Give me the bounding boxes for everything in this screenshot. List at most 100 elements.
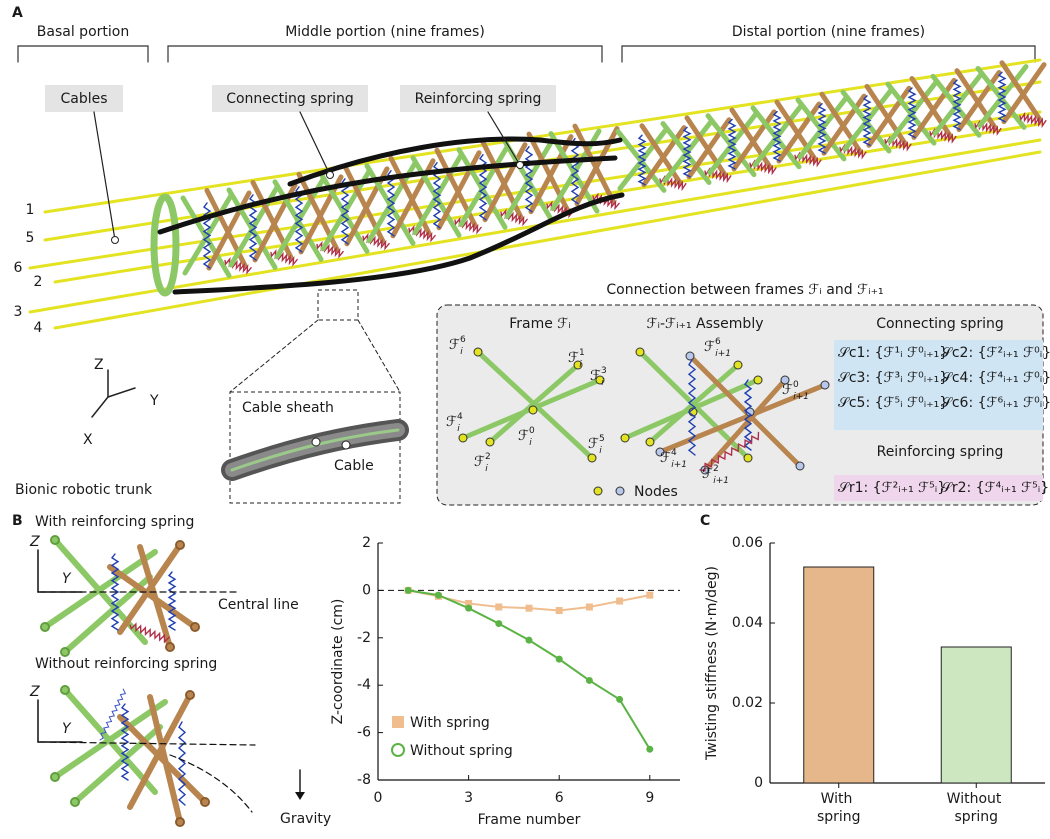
symbol: ℱ <box>568 350 579 366</box>
stroke-shape <box>300 112 330 175</box>
cable-number: 4 <box>34 320 43 336</box>
page: { "figure": { "panel_labels": ["A", "B",… <box>0 0 1050 835</box>
symbol: ℱ <box>660 450 671 466</box>
portion-label: Distal portion (nine frames) <box>732 24 925 40</box>
node <box>588 454 596 462</box>
point <box>586 677 593 684</box>
annotation: Gravity <box>280 811 331 827</box>
cable-number: 3 <box>14 304 23 320</box>
spring-def: 𝒮r1: {ℱ²ᵢ₊₁ ℱ⁵ᵢ} <box>838 480 946 496</box>
superscript: 0 <box>529 426 535 436</box>
point <box>526 637 533 644</box>
node <box>796 462 804 470</box>
point <box>616 598 623 605</box>
superscript: 4 <box>457 412 463 422</box>
node <box>459 434 467 442</box>
node <box>474 348 482 356</box>
point <box>405 587 412 594</box>
spring-def: 𝒮c3: {ℱ³ᵢ ℱ⁰ᵢ₊₁} <box>838 370 948 386</box>
cable-number: 5 <box>26 230 35 246</box>
legend-label: Without spring <box>410 743 513 759</box>
y-axis-label: Z-coordinate (cm) <box>330 599 346 725</box>
spring-def: 𝒮c4: {ℱ⁴ᵢ₊₁ ℱ⁰ᵢ} <box>941 370 1050 386</box>
figure: ABCBasal portionMiddle portion (nine fra… <box>0 0 1050 835</box>
inset-label: Cable <box>334 458 374 474</box>
stroke-shape <box>92 397 108 417</box>
superscript: 2 <box>713 464 719 474</box>
node <box>821 381 829 389</box>
node <box>686 352 694 360</box>
superscript: 6 <box>715 337 721 347</box>
symbol: ℱ <box>518 428 529 444</box>
x-tick-label: 3 <box>464 790 473 806</box>
point <box>646 746 653 753</box>
annotation: Central line <box>218 597 299 613</box>
legend-label: With spring <box>410 715 490 731</box>
axis-letter: Z <box>94 357 104 373</box>
label-line: spring <box>817 809 861 825</box>
x-tick-label: 6 <box>555 790 564 806</box>
label-line: spring <box>954 809 998 825</box>
y-tick-label: 2 <box>362 535 371 551</box>
stroke-shape <box>230 320 318 392</box>
spring-def: 𝒮c5: {ℱ⁵ᵢ ℱ⁰ᵢ₊₁} <box>838 395 948 411</box>
node <box>529 406 537 414</box>
subscript: i+1 <box>793 392 809 402</box>
superscript: 6 <box>460 335 466 345</box>
spring-def: 𝒮c2: {ℱ²ᵢ₊₁ ℱ⁰ᵢ} <box>941 345 1050 361</box>
cable-number: 1 <box>26 202 35 218</box>
callout-dot <box>517 162 524 169</box>
legend-label: Nodes <box>634 484 678 500</box>
x-tick-label: 9 <box>645 790 654 806</box>
inset-label: Cable sheath <box>242 400 334 416</box>
node <box>754 376 762 384</box>
bar <box>941 647 1011 783</box>
symbol: ℱ <box>588 436 599 452</box>
callout-dot <box>327 172 334 179</box>
spring <box>122 704 128 780</box>
point <box>586 603 593 610</box>
superscript: 3 <box>601 366 607 376</box>
symbol: ℱ <box>702 466 713 482</box>
node <box>486 438 494 446</box>
stroke-shape <box>94 112 115 240</box>
superscript: 1 <box>579 348 585 358</box>
node <box>734 361 742 369</box>
node <box>616 487 624 495</box>
subscript: i+1 <box>713 476 729 486</box>
x-tick-label: With spring <box>817 791 861 825</box>
cable-number: 2 <box>34 274 43 290</box>
label-line: With <box>821 791 857 807</box>
axis-letter: Z <box>29 534 40 550</box>
zoom-box <box>318 290 358 320</box>
superscript: 0 <box>793 380 799 390</box>
symbol: ℱ <box>782 382 793 398</box>
axis-letter: Y <box>149 393 159 409</box>
legend-marker <box>392 716 404 728</box>
spring-def: 𝒮c6: {ℱ⁶ᵢ₊₁ ℱ⁰ᵢ} <box>941 395 1050 411</box>
point <box>495 620 502 627</box>
connection-title: Connection between frames ℱᵢ and ℱᵢ₊₁ <box>606 282 883 298</box>
y-tick-label: 0 <box>362 582 371 598</box>
node <box>744 454 752 462</box>
callout-dot <box>112 237 119 244</box>
panel-label: A <box>12 5 23 21</box>
axis-letter: X <box>83 432 93 448</box>
node <box>636 348 644 356</box>
heading: ℱᵢ-ℱᵢ₊₁ Assembly <box>647 316 764 332</box>
cable-number: 6 <box>14 260 23 276</box>
y-tick-label: 0.06 <box>732 535 763 551</box>
marker <box>342 441 350 449</box>
superscript: 5 <box>599 434 605 444</box>
spring <box>179 722 185 805</box>
superscript: 4 <box>671 448 677 458</box>
caption: Bionic robotic trunk <box>15 482 153 498</box>
spring <box>169 572 175 630</box>
bracket <box>168 46 602 62</box>
point <box>495 603 502 610</box>
marker <box>312 438 320 446</box>
portion-label: Middle portion (nine frames) <box>285 24 485 40</box>
y-tick-label: 0 <box>754 775 763 791</box>
axis-letter: Y <box>62 721 72 737</box>
node <box>621 434 629 442</box>
